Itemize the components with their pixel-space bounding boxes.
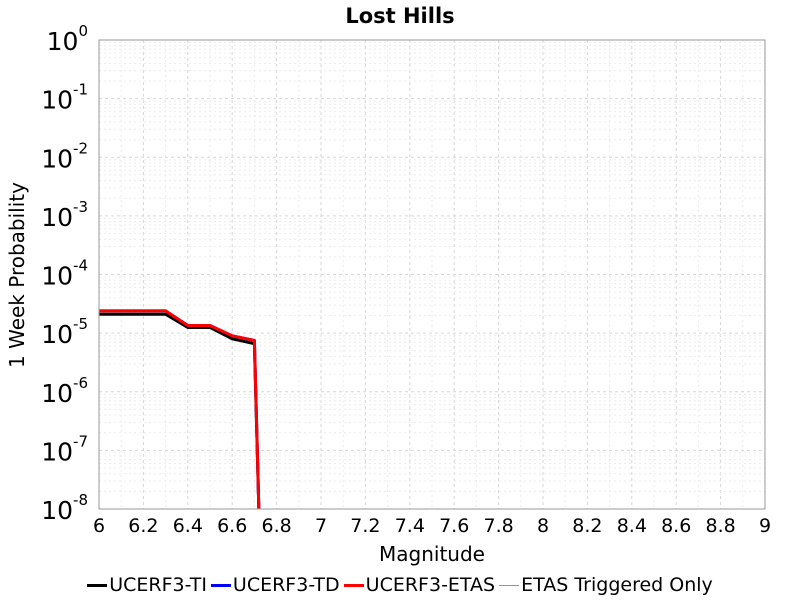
grid-lines [98,40,766,510]
series-line-0 [99,312,261,510]
x-tick-label: 6.4 [173,515,203,537]
x-tick-label: 8.8 [705,515,735,537]
chart-legend: UCERF3-TI UCERF3-TD UCERF3-ETAS ETAS Trigge… [0,572,800,598]
x-tick-label: 6.2 [128,515,158,537]
y-tick-label: 10-8 [41,491,88,525]
x-axis-label: Magnitude [379,542,485,566]
x-tick-label: 7 [315,515,327,537]
x-tick-label: 7.2 [350,515,380,537]
y-tick-label: 10-2 [41,139,88,173]
legend-label: UCERF3-ETAS [365,574,496,596]
legend-swatch [499,584,520,586]
legend-item-1: UCERF3-TD [210,574,340,596]
legend-label: UCERF3-TI [109,574,207,596]
x-tick-label: 8.4 [617,515,647,537]
y-tick-label: 100 [47,22,88,56]
x-tick-label: 7.4 [395,515,425,537]
plot-area [98,39,766,510]
y-tick-labels: 100 10-1 10-2 10-3 10-4 10-5 10-6 10-7 10-8 [41,22,88,525]
legend-label: ETAS Triggered Only [521,574,713,596]
legend-item-2: UCERF3-ETAS [343,574,496,596]
y-tick-label: 10-6 [41,374,88,408]
y-tick-label: 10-4 [41,257,88,291]
chart-canvas: Lost Hills 6 6.2 6.4 6.6 6.8 7 7.2 7.4 7.6 7.8 8 8.… [5,4,771,566]
chart-title: Lost Hills [345,4,454,28]
legend-item-0: UCERF3-TI [87,574,207,596]
x-tick-label: 7.6 [439,515,469,537]
x-tick-label: 8.2 [572,515,602,537]
x-tick-label: 6.6 [217,515,247,537]
x-tick-labels: 6 6.2 6.4 6.6 6.8 7 7.2 7.4 7.6 7.8 8 8.2 8.4 8.6 8.8 9 [93,515,771,537]
y-tick-label: 10-3 [41,198,88,232]
x-tick-label: 6 [93,515,105,537]
series-lines [99,309,261,510]
x-tick-label: 8.6 [661,515,691,537]
y-axis-label: 1 Week Probability [5,182,29,368]
y-tick-label: 10-7 [41,432,88,466]
legend-swatch [87,583,108,587]
y-tick-label: 10-1 [41,81,88,115]
x-tick-label: 6.8 [261,515,291,537]
legend-item-3: ETAS Triggered Only [499,574,713,596]
x-tick-label: 8 [537,515,549,537]
x-tick-label: 9 [759,515,771,537]
legend-swatch [343,583,364,587]
x-tick-label: 7.8 [483,515,513,537]
legend-label: UCERF3-TD [232,574,340,596]
y-tick-label: 10-5 [41,315,88,349]
legend-swatch [210,583,231,587]
series-line-2 [99,309,261,510]
